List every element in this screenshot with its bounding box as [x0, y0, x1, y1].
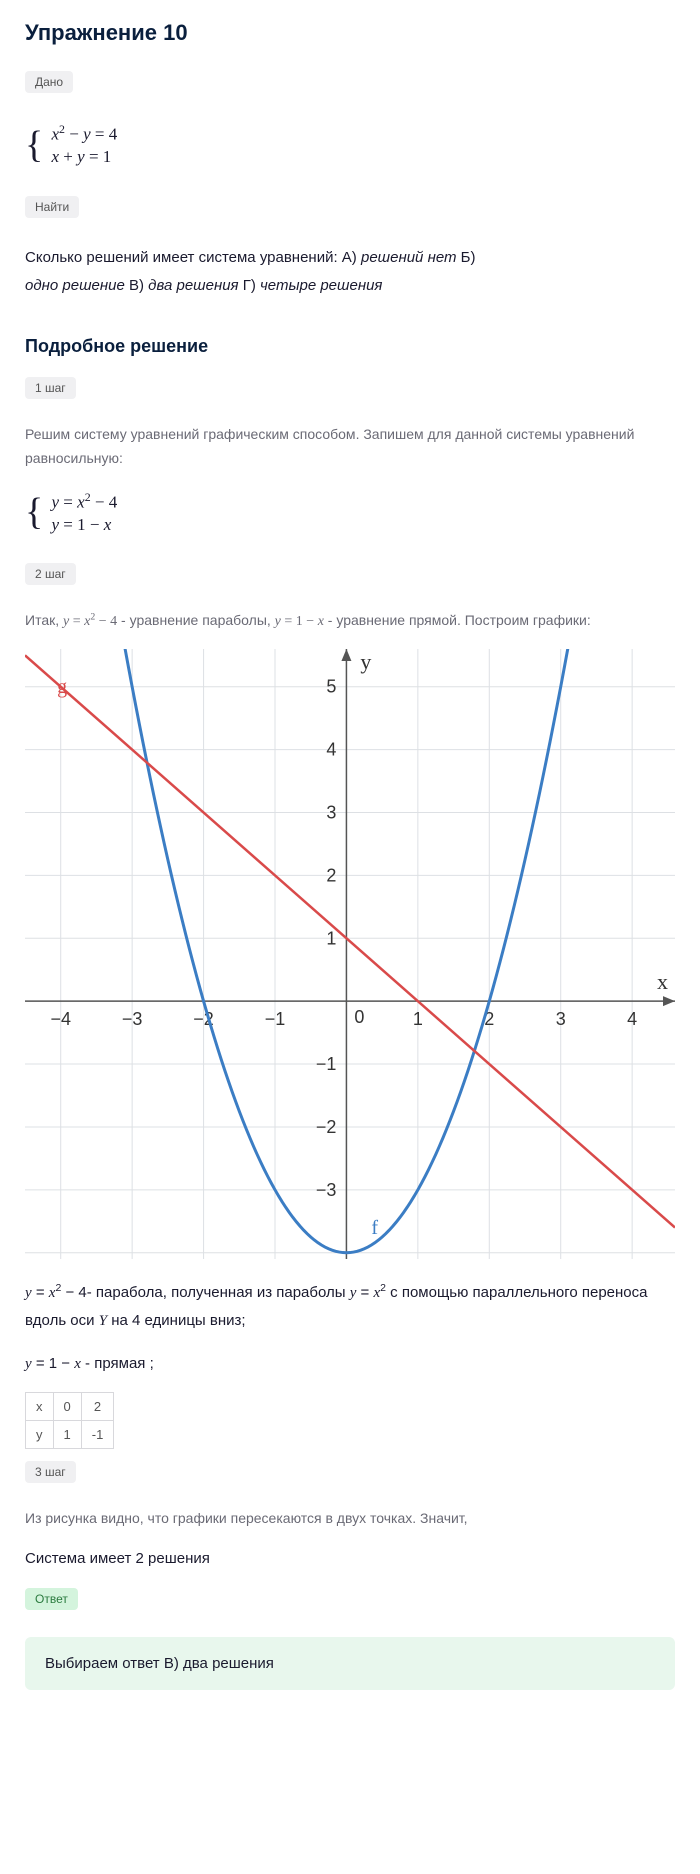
- svg-text:−3: −3: [122, 1009, 143, 1029]
- system2: { y = x2 − 4 y = 1 − x: [25, 482, 675, 543]
- graph-svg: −4−3−2−101234−3−2−112345xyfg: [25, 649, 675, 1259]
- step1-badge: 1 шаг: [25, 377, 76, 399]
- exercise-title: Упражнение 10: [25, 20, 675, 46]
- svg-text:2: 2: [326, 865, 336, 885]
- answer-badge: Ответ: [25, 1588, 78, 1610]
- th-y: y: [26, 1421, 54, 1449]
- line-desc: y = 1 − x - прямая ;: [25, 1350, 675, 1379]
- step3-badge: 3 шаг: [25, 1461, 76, 1483]
- step2-text: Итак, y = x2 − 4 - уравнение параболы, y…: [25, 609, 675, 634]
- step2-eq2: y = 1 − x: [275, 614, 324, 629]
- svg-text:−3: −3: [316, 1180, 337, 1200]
- find-badge: Найти: [25, 196, 79, 218]
- step1-text: Решим систему уравнений графическим спос…: [25, 423, 675, 471]
- given-system: { x2 − y = 4 x + y = 1: [25, 115, 675, 176]
- answer-box: Выбираем ответ В) два решения: [25, 1637, 675, 1690]
- value-table: x 0 2 y 1 -1: [25, 1392, 114, 1449]
- th-x: x: [26, 1393, 54, 1421]
- svg-text:f: f: [371, 1217, 378, 1239]
- svg-text:4: 4: [326, 740, 336, 760]
- svg-text:0: 0: [354, 1007, 364, 1027]
- svg-text:−1: −1: [316, 1054, 337, 1074]
- svg-text:−4: −4: [50, 1009, 71, 1029]
- td-ym1: -1: [81, 1421, 114, 1449]
- svg-text:y: y: [360, 649, 371, 674]
- svg-text:−1: −1: [265, 1009, 286, 1029]
- graph-container: −4−3−2−101234−3−2−112345xyfg: [25, 649, 675, 1264]
- step3-text: Из рисунка видно, что графики пересекают…: [25, 1507, 675, 1531]
- question: Сколько решений имеет система уравнений:…: [25, 244, 675, 301]
- eq1: x2 − y = 4: [52, 122, 118, 146]
- svg-text:1: 1: [326, 928, 336, 948]
- eq2b: y = 1 − x: [52, 514, 118, 536]
- svg-text:−2: −2: [316, 1117, 337, 1137]
- step2-badge: 2 шаг: [25, 563, 76, 585]
- given-badge: Дано: [25, 71, 73, 93]
- eq2: x + y = 1: [52, 146, 118, 168]
- svg-text:4: 4: [627, 1009, 637, 1029]
- svg-text:5: 5: [326, 677, 336, 697]
- svg-text:3: 3: [326, 802, 336, 822]
- svg-text:1: 1: [413, 1009, 423, 1029]
- svg-text:g: g: [57, 676, 67, 698]
- parabola-desc: y = x2 − 4- парабола, полученная из пара…: [25, 1279, 675, 1336]
- svg-text:3: 3: [556, 1009, 566, 1029]
- step2-eq1: y = x2 − 4: [63, 614, 117, 629]
- svg-text:x: x: [657, 969, 668, 994]
- detailed-heading: Подробное решение: [25, 336, 675, 357]
- eq1b: y = x2 − 4: [52, 490, 118, 514]
- conclusion: Система имеет 2 решения: [25, 1545, 675, 1574]
- td-x2: 2: [81, 1393, 114, 1421]
- td-x0: 0: [53, 1393, 81, 1421]
- td-y1: 1: [53, 1421, 81, 1449]
